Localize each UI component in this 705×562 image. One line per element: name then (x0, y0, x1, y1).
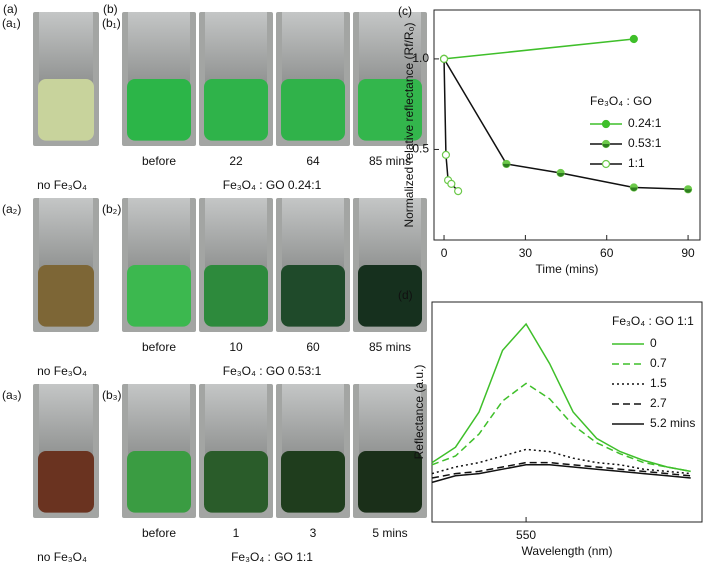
legend-label: 0.24:1 (628, 116, 662, 130)
cuvette-liquid (38, 79, 94, 141)
data-point (447, 179, 456, 188)
y-axis-label: Reflectance (a.u.) (412, 365, 426, 460)
time-label: 5 mins (372, 526, 407, 540)
panel-label: (c) (398, 4, 412, 18)
cuvette-liquid (38, 451, 94, 513)
cuvette-liquid (358, 265, 422, 327)
legend-label: 1.5 (650, 376, 667, 390)
row-label: (b₂) (102, 202, 121, 216)
cuvette-glass (359, 198, 421, 272)
legend-label: 0 (650, 336, 657, 350)
row-label: (a₂) (2, 202, 21, 216)
plot-frame (433, 9, 701, 241)
photo-caption: no Fe₃O₄ (37, 364, 87, 378)
legend-label: 5.2 mins (650, 416, 695, 430)
data-point (629, 34, 638, 44)
marker-half (502, 163, 510, 168)
x-tick-label: 0 (441, 246, 448, 260)
cuvette-glass (282, 198, 344, 272)
series-line (431, 448, 691, 475)
cuvette-glass (39, 384, 93, 458)
cuvette-glass (282, 12, 344, 86)
series-line (431, 382, 691, 473)
cuvette-glass (282, 384, 344, 458)
photo-caption: Fe₃O₄ : GO 1:1 (231, 550, 313, 562)
cuvette-liquid (204, 79, 268, 141)
cuvette-liquid (127, 79, 191, 141)
y-tick-label: 1.0 (412, 51, 429, 65)
x-tick-label: 60 (600, 246, 614, 260)
row-label: (a₁) (2, 16, 21, 30)
x-tick-label: 30 (519, 246, 533, 260)
time-label: 3 (310, 526, 317, 540)
time-label: 1 (233, 526, 240, 540)
data-point (439, 54, 449, 63)
photo-caption: Fe₃O₄ : GO 0.24:1 (223, 178, 322, 192)
cuvette-liquid (281, 451, 345, 513)
x-tick-label: 550 (516, 528, 536, 542)
legend-marker (601, 159, 611, 169)
cuvette-glass (205, 198, 267, 272)
cuvette-liquid (281, 265, 345, 327)
marker-half (630, 187, 638, 191)
legend-title: Fe₃O₄ : GO (590, 94, 652, 108)
cuvette-glass (359, 384, 421, 458)
cuvette-liquid (127, 451, 191, 513)
photo-caption: Fe₃O₄ : GO 0.53:1 (223, 364, 322, 378)
y-axis-label: Normalized relative reflectance (Rf/R₀) (402, 22, 416, 227)
cuvette-glass (359, 12, 421, 86)
cuvette-liquid (358, 79, 422, 141)
legend-label: 0.7 (650, 356, 667, 370)
panel-label: (a) (3, 2, 18, 16)
legend-marker (601, 119, 611, 129)
marker-half (684, 189, 692, 193)
cuvette-glass (205, 384, 267, 458)
time-label: 22 (229, 154, 243, 168)
time-label: 10 (229, 340, 243, 354)
time-label: 60 (306, 340, 320, 354)
cuvette-glass (39, 198, 93, 272)
cuvette-liquid (38, 265, 94, 327)
photo-caption: no Fe₃O₄ (37, 178, 87, 192)
cuvette-liquid (204, 265, 268, 327)
legend-label: 1:1 (628, 156, 645, 170)
series-line (431, 322, 691, 473)
row-label: (b₁) (102, 16, 121, 30)
time-label: before (142, 154, 176, 168)
panel-label: (b) (103, 2, 118, 16)
time-label: before (142, 526, 176, 540)
series-line (431, 464, 691, 484)
time-label: 85 mins (369, 154, 411, 168)
plot-frame (431, 301, 703, 523)
x-tick-label: 90 (681, 246, 695, 260)
cuvette-glass (39, 12, 93, 86)
legend-label: 2.7 (650, 396, 667, 410)
cuvette-glass (128, 12, 190, 86)
marker-half (602, 144, 610, 148)
cuvette-liquid (127, 265, 191, 327)
cuvette-liquid (281, 79, 345, 141)
marker-half (557, 172, 565, 177)
cuvette-glass (205, 12, 267, 86)
x-axis-label: Time (mins) (536, 262, 599, 276)
cuvette-liquid (358, 451, 422, 513)
time-label: 64 (306, 154, 320, 168)
legend-label: 0.53:1 (628, 136, 662, 150)
y-tick-label: 0.5 (412, 142, 429, 156)
time-label: 85 mins (369, 340, 411, 354)
cuvette-glass (128, 198, 190, 272)
series-line (443, 38, 634, 60)
photo-caption: no Fe₃O₄ (37, 550, 87, 562)
time-label: before (142, 340, 176, 354)
row-label: (a₃) (2, 388, 22, 402)
panel-label: (d) (398, 288, 413, 302)
row-label: (b₃) (102, 388, 122, 402)
data-point (441, 150, 451, 159)
x-axis-label: Wavelength (nm) (522, 544, 613, 558)
cuvette-liquid (204, 451, 268, 513)
data-point (454, 187, 463, 196)
legend-title: Fe₃O₄ : GO 1:1 (612, 314, 694, 328)
cuvette-glass (128, 384, 190, 458)
